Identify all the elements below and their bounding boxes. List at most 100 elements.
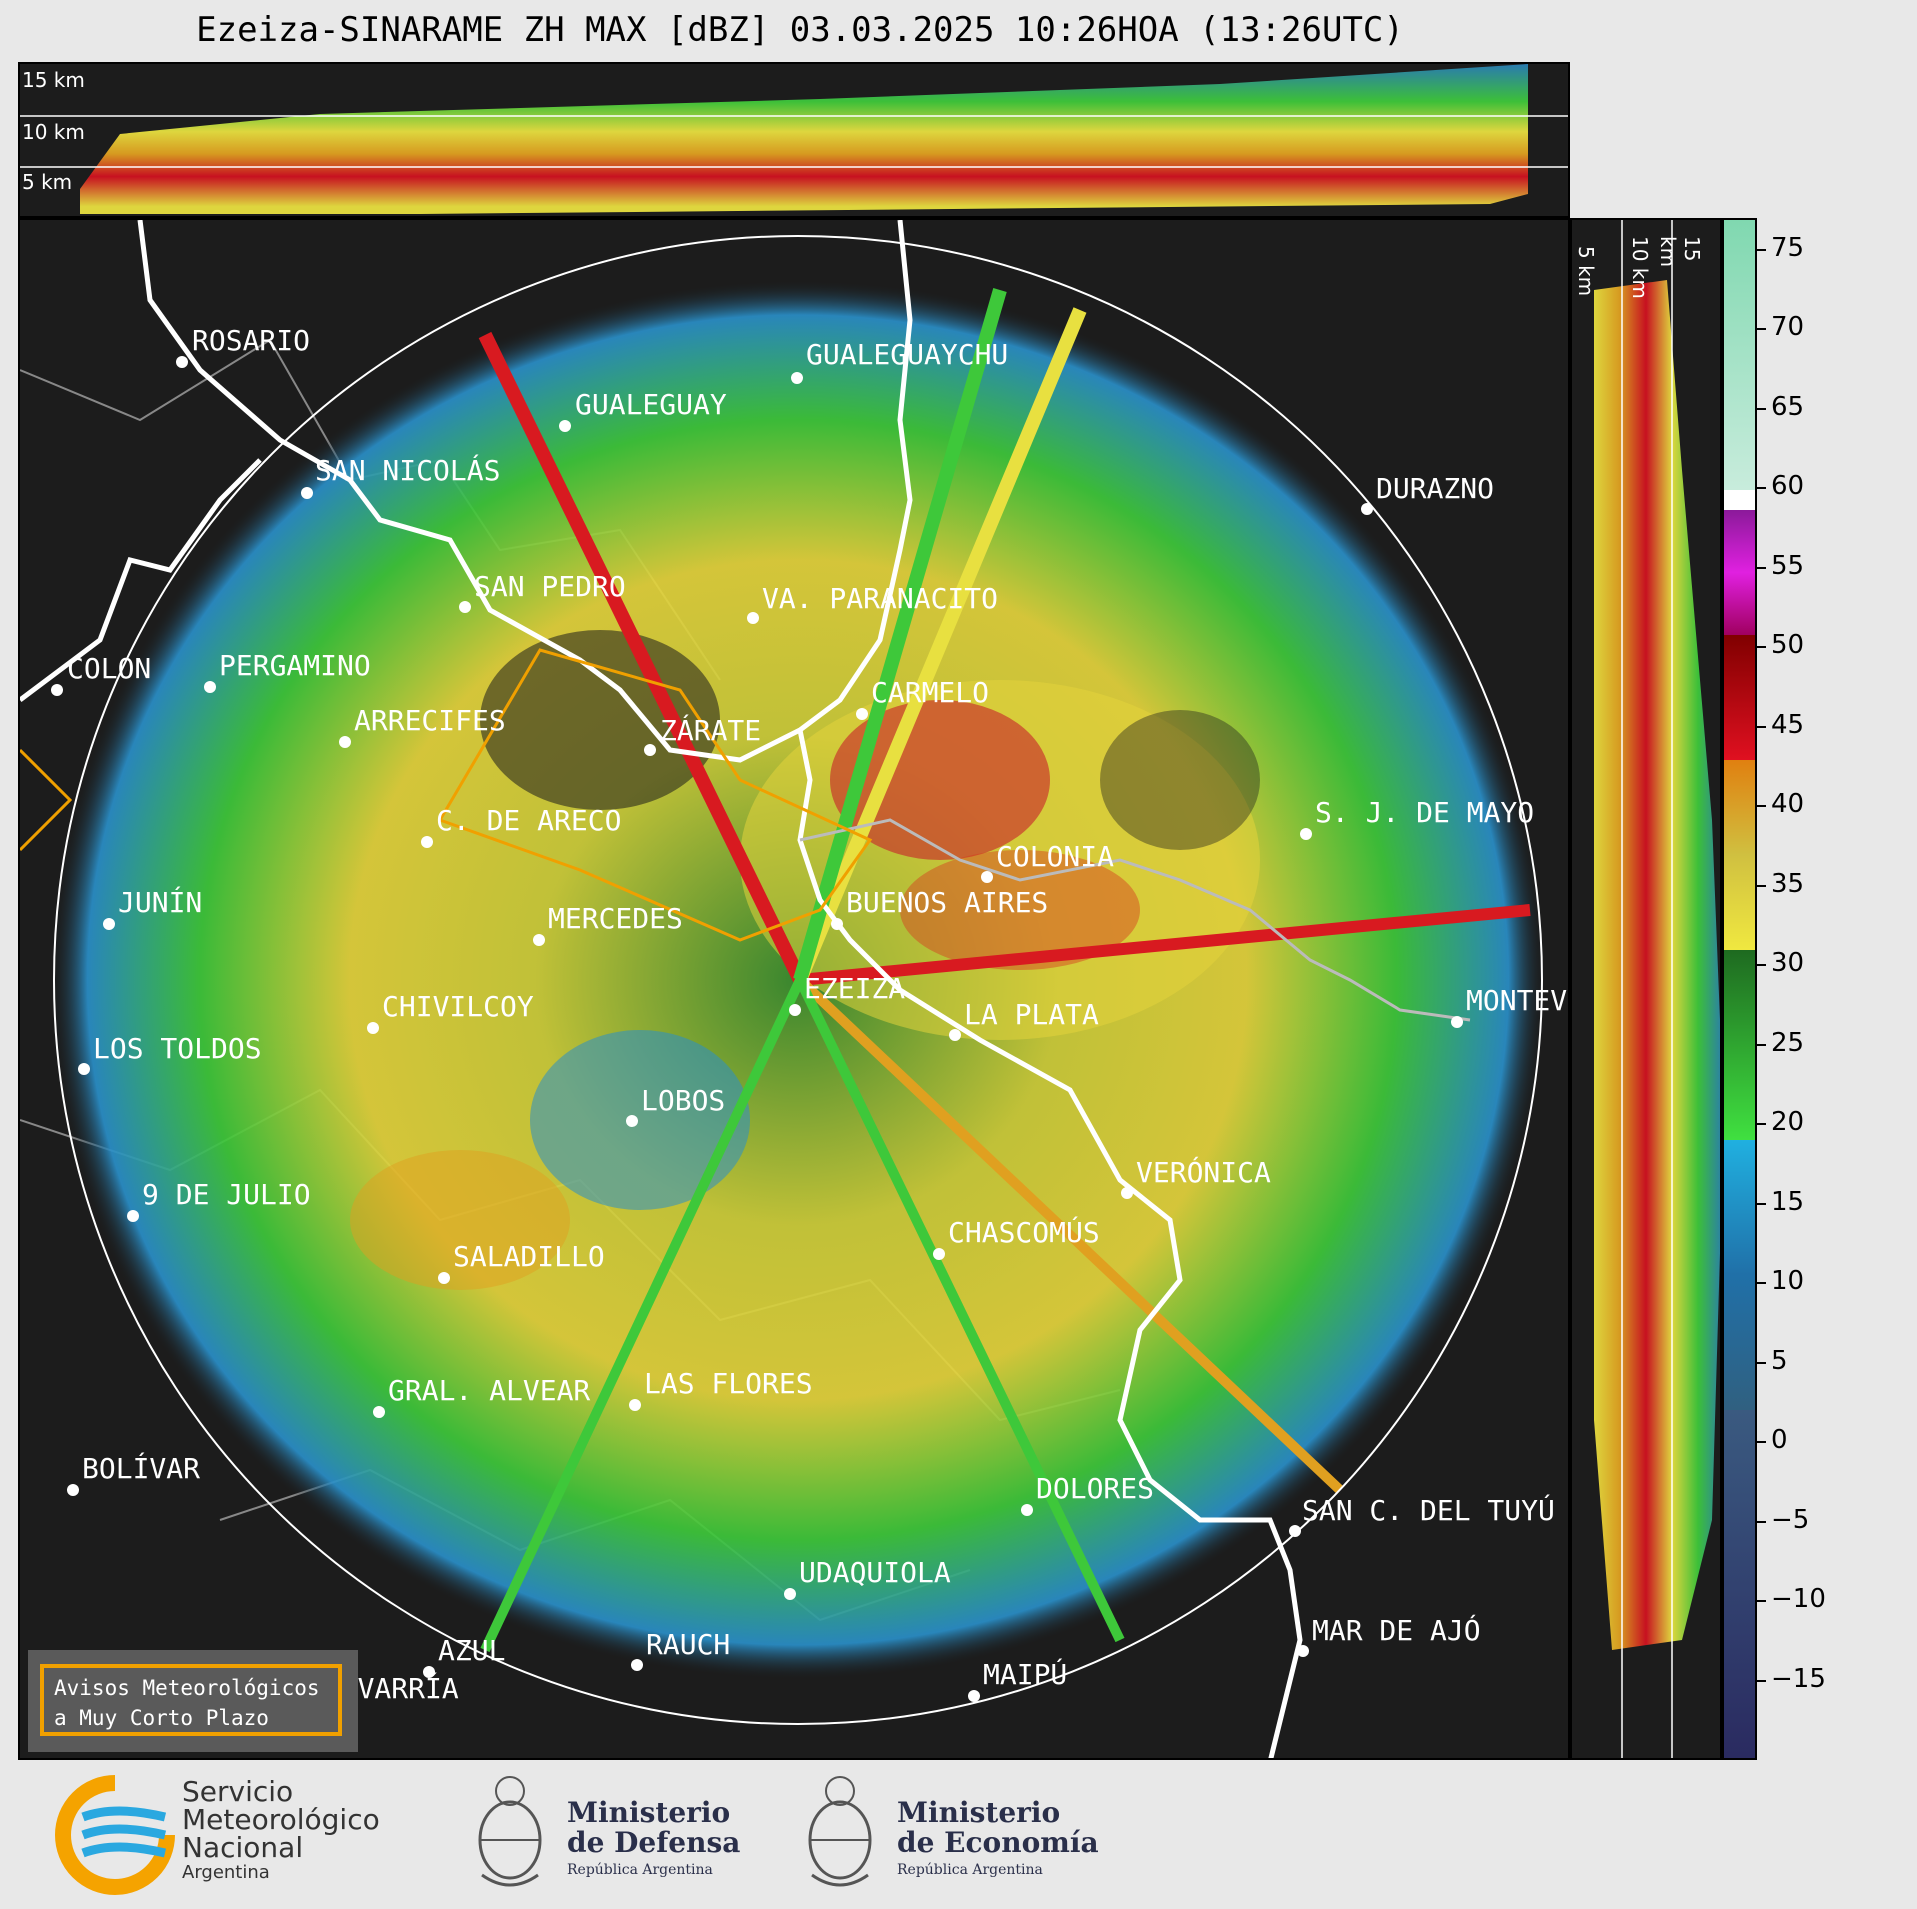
city-label: LOBOS (641, 1084, 726, 1117)
city-marker (127, 1210, 139, 1222)
defensa-line2: de Defensa (567, 1826, 741, 1859)
colorbar-segment-60-77 (1724, 220, 1755, 490)
avisos-line2: a Muy Corto Plazo (54, 1706, 269, 1730)
city-marker (67, 1484, 79, 1496)
city-label: ROSARIO (192, 324, 311, 357)
city-marker (784, 1588, 796, 1600)
colorbar-tick-label: 20 (1771, 1107, 1805, 1138)
city-marker (78, 1063, 90, 1075)
city-label: MONTEV (1466, 984, 1568, 1017)
city-marker (459, 601, 471, 613)
city-marker (631, 1659, 643, 1671)
city-marker (339, 736, 351, 748)
colorbar-tick-label: 10 (1771, 1266, 1805, 1297)
city-label: VERÓNICA (1136, 1156, 1271, 1189)
economia-line2: de Economía (897, 1826, 1099, 1859)
colorbar-tick-label: 75 (1771, 232, 1805, 263)
city-marker (1021, 1504, 1033, 1516)
city-label: SAN PEDRO (474, 570, 626, 603)
city-label: PERGAMINO (219, 649, 371, 682)
city-marker (949, 1029, 961, 1041)
city-marker (789, 1004, 801, 1016)
height-label-15km: 15 km (1656, 236, 1704, 268)
city-label: UDAQUIOLA (799, 1556, 951, 1589)
smn-line3: Nacional (182, 1831, 304, 1864)
city-marker (373, 1406, 385, 1418)
defensa-line1: Ministerio (567, 1796, 731, 1829)
city-label: GRAL. ALVEAR (388, 1374, 591, 1407)
footer-logos: Servicio Meteorológico Nacional Argentin… (0, 1760, 1917, 1909)
avisos-line1: Avisos Meteorológicos (54, 1676, 320, 1700)
city-marker (981, 871, 993, 883)
city-label: LOS TOLDOS (93, 1032, 262, 1065)
city-label: S. J. DE MAYO (1315, 796, 1535, 829)
colorbar-tick-label: 15 (1771, 1186, 1805, 1217)
colorbar-tick-label: 25 (1771, 1027, 1805, 1058)
city-marker (301, 487, 313, 499)
avisos-link[interactable]: Avisos Meteorológicos a Muy Corto Plazo (40, 1664, 342, 1736)
city-label: MERCEDES (548, 902, 683, 935)
city-label: SALADILLO (453, 1240, 605, 1273)
city-label: CARMELO (871, 676, 990, 709)
colorbar-segment-0-18 (1724, 1140, 1755, 1410)
top-cross-section: 15 km 10 km 5 km (18, 62, 1570, 218)
avisos-box[interactable]: Avisos Meteorológicos a Muy Corto Plazo (28, 1650, 358, 1752)
city-marker (438, 1272, 450, 1284)
colorbar-tick-label: −15 (1771, 1663, 1826, 1694)
height-label-10km: 10 km (22, 120, 85, 144)
city-label: COLON (67, 652, 152, 685)
city-marker (747, 612, 759, 624)
smn-logo-text: Servicio Meteorológico Nacional Argentin… (182, 1778, 380, 1884)
city-marker (423, 1666, 435, 1678)
city-marker (51, 684, 63, 696)
smn-line2: Meteorológico (182, 1803, 380, 1836)
city-label: ARRECIFES (354, 704, 506, 737)
colorbar-tick-label: 30 (1771, 948, 1805, 979)
radar-map[interactable]: ROSARIO GUALEGUAYCHU GUALEGUAY SAN NICOL… (18, 218, 1570, 1760)
colorbar-segment-43-48 (1724, 635, 1755, 760)
city-marker (103, 918, 115, 930)
colorbar-segment-18-30 (1724, 950, 1755, 1140)
coat-of-arms-icon (478, 1776, 542, 1887)
city-marker (968, 1690, 980, 1702)
colorbar-tick-label: 0 (1771, 1425, 1788, 1456)
colorbar-segment-neg20-0 (1724, 1410, 1755, 1758)
city-label: VA. PARANACITO (762, 582, 999, 615)
right-cross-section: 5 km 10 km 15 km (1570, 218, 1722, 1760)
city-label: CHIVILCOY (382, 990, 534, 1023)
height-label-5km: 5 km (22, 170, 73, 194)
city-label: COLONIA (996, 840, 1115, 873)
colorbar-tick-label: −5 (1771, 1504, 1810, 1535)
city-label: DOLORES (1036, 1472, 1155, 1505)
city-label: LAS FLORES (644, 1367, 813, 1400)
height-label-10km: 10 km (1628, 236, 1652, 299)
coat-of-arms-icon (808, 1776, 872, 1887)
city-marker (421, 836, 433, 848)
smn-line4: Argentina (182, 1862, 270, 1883)
city-marker (629, 1399, 641, 1411)
defensa-line3: República Argentina (567, 1862, 713, 1878)
city-label: JUNÍN (118, 886, 203, 919)
city-marker (559, 420, 571, 432)
city-marker (1300, 828, 1312, 840)
city-marker (204, 681, 216, 693)
city-marker (176, 356, 188, 368)
colorbar-tick-label: 5 (1771, 1345, 1788, 1376)
smn-logo-icon (55, 1775, 175, 1895)
city-marker (626, 1115, 638, 1127)
product-title: Ezeiza-SINARAME ZH MAX [dBZ] 03.03.2025 … (196, 10, 1404, 50)
city-label: ZÁRATE (660, 714, 762, 747)
city-label: AZUL (438, 1634, 506, 1667)
city-label: BOLÍVAR (82, 1452, 201, 1485)
reflectivity-colorbar (1722, 218, 1757, 1760)
city-label: SAN C. DEL TUYÚ (1302, 1494, 1555, 1527)
city-label: EZEIZA (804, 972, 906, 1005)
city-label: MAR DE AJÓ (1312, 1614, 1481, 1647)
city-marker (1451, 1016, 1463, 1028)
colorbar-segment-30-43 (1724, 760, 1755, 950)
city-marker (933, 1248, 945, 1260)
height-label-5km: 5 km (1574, 246, 1598, 297)
colorbar-tick-label: 65 (1771, 391, 1805, 422)
city-label: GUALEGUAYCHU (806, 338, 1009, 371)
economia-line3: República Argentina (897, 1862, 1043, 1878)
